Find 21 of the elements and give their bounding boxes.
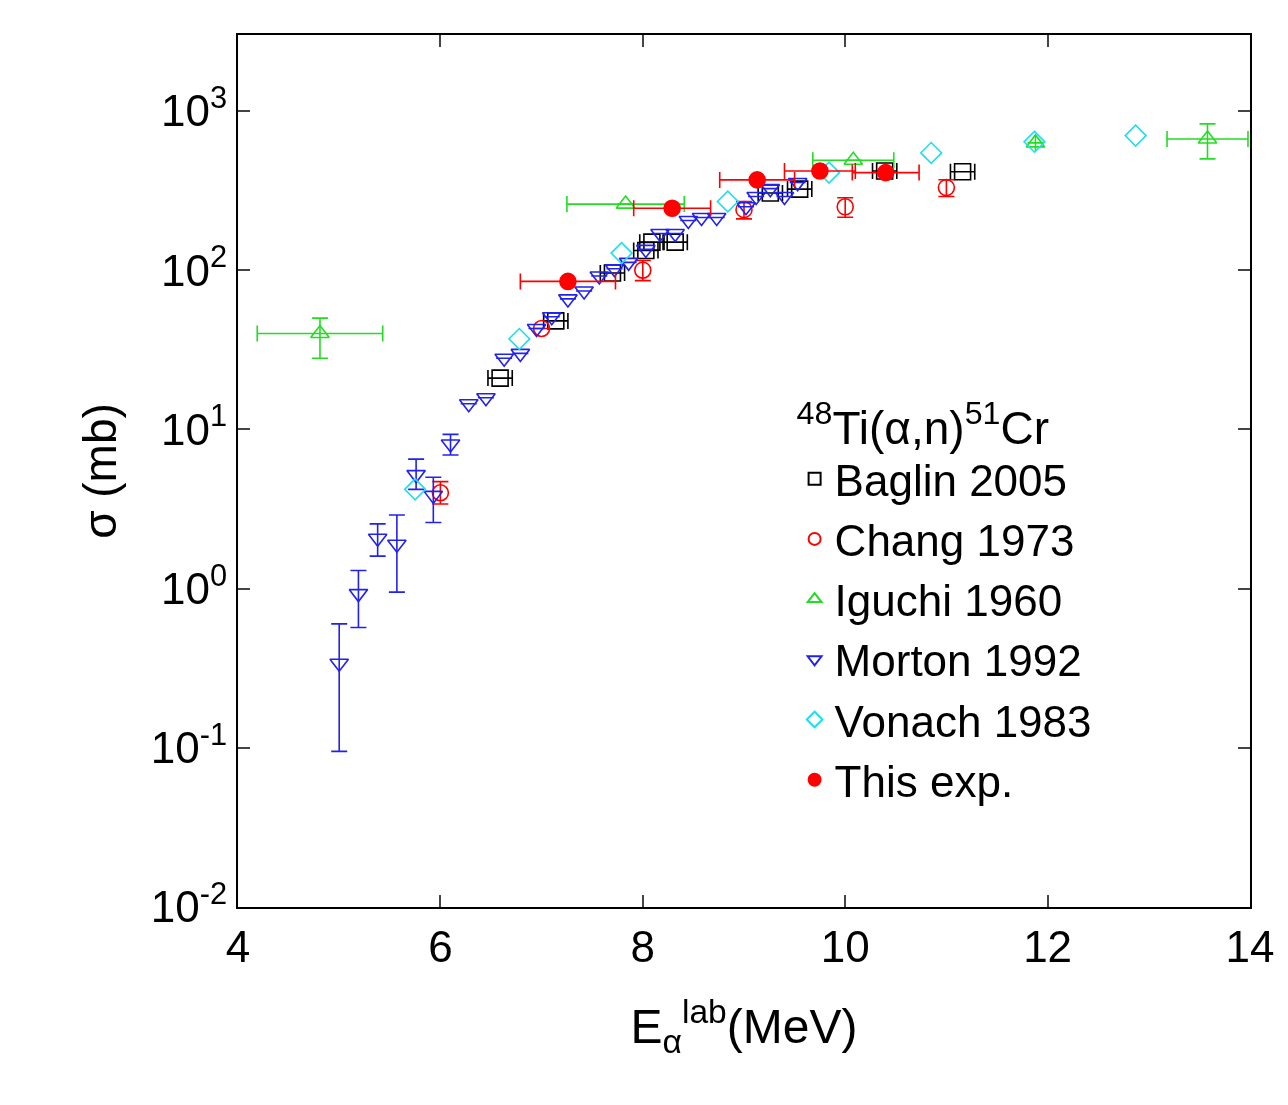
legend-title: $^{48}$Ti(α,n)$^{51}$Cr [796,395,1049,454]
legend-label: This exp. [834,756,1014,806]
x-tick-label: 8 [630,921,656,971]
x-tick-label: 6 [428,921,453,971]
y-tick-label: 10$^{3}$ [161,79,228,136]
x-tick-label: 14 [1225,921,1275,971]
y-tick-label: 10$^{2}$ [161,239,228,295]
legend-label: Morton 1992 [834,636,1082,686]
x-tick-label: 4 [225,921,251,971]
y-axis-title: σ (mb) [73,403,126,539]
y-tick-label: 10$^{-1}$ [150,716,228,773]
legend-label: Iguchi 1960 [834,576,1063,626]
legend-label: Chang 1973 [834,516,1075,566]
y-tick-label: 10$^{0}$ [161,557,228,613]
x-axis-title: E$_{α}$$^{lab}$(MeV) [630,993,858,1061]
legend-label: Baglin 2005 [834,455,1068,505]
x-tick-label: 10 [820,921,870,971]
x-tick-label: 12 [1023,921,1073,971]
y-tick-label: 10$^{1}$ [161,398,228,454]
legend-label: Vonach 1983 [834,696,1092,746]
y-tick-label: 10$^{-2}$ [150,875,228,932]
